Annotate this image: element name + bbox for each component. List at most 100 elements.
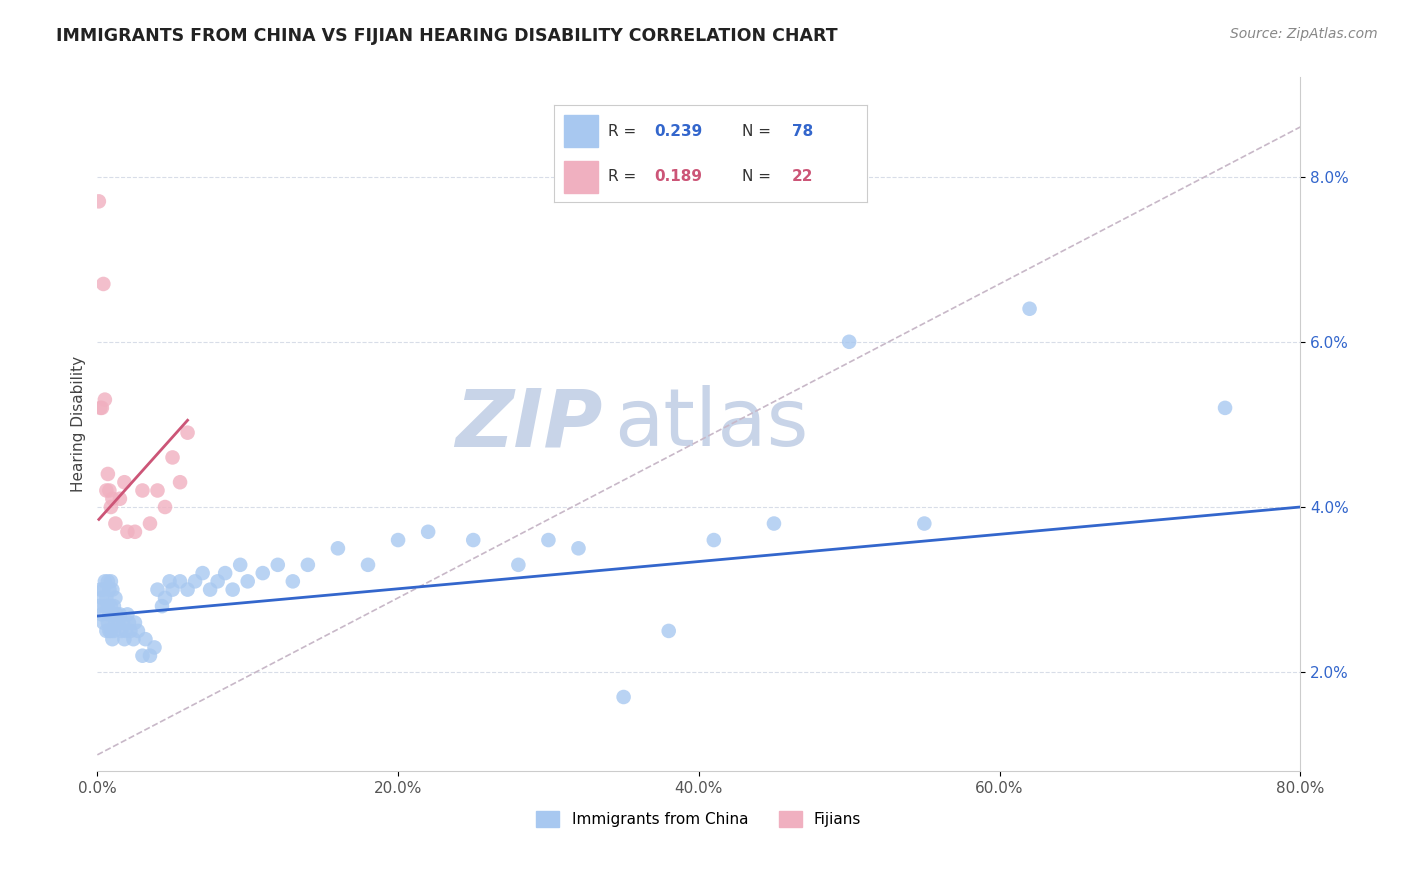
Point: [98, 607, 121, 622]
Point: [131, 648, 153, 663]
Point: [105, 607, 128, 622]
Point: [87, 599, 110, 614]
Point: [537, 533, 560, 547]
Point: [97, 615, 120, 630]
Point: [118, 615, 141, 630]
Y-axis label: Hearing Disability: Hearing Disability: [72, 356, 86, 492]
Point: [100, 599, 122, 614]
Point: [100, 574, 122, 589]
Legend: Immigrants from China, Fijians: Immigrants from China, Fijians: [530, 805, 868, 833]
Point: [90, 591, 112, 605]
Point: [229, 558, 252, 572]
Point: [112, 632, 135, 647]
Point: [184, 574, 207, 589]
Point: [191, 566, 214, 580]
Point: [103, 624, 125, 638]
Point: [267, 558, 290, 572]
Point: [139, 648, 162, 663]
Point: [162, 450, 184, 465]
Point: [143, 640, 166, 655]
Point: [131, 483, 153, 498]
Point: [1213, 401, 1236, 415]
Point: [567, 541, 589, 556]
Point: [104, 615, 127, 630]
Text: IMMIGRANTS FROM CHINA VS FIJIAN HEARING DISABILITY CORRELATION CHART: IMMIGRANTS FROM CHINA VS FIJIAN HEARING …: [56, 27, 838, 45]
Point: [658, 624, 681, 638]
Point: [104, 591, 127, 605]
Point: [120, 624, 142, 638]
Point: [134, 632, 156, 647]
Point: [912, 516, 935, 531]
Point: [115, 624, 138, 638]
Point: [508, 558, 530, 572]
Point: [762, 516, 785, 531]
Point: [94, 599, 117, 614]
Point: [90, 607, 112, 622]
Point: [124, 615, 146, 630]
Text: Source: ZipAtlas.com: Source: ZipAtlas.com: [1230, 27, 1378, 41]
Point: [97, 467, 120, 481]
Point: [117, 607, 139, 622]
Point: [221, 582, 243, 597]
Point: [613, 690, 636, 704]
Point: [104, 516, 127, 531]
Point: [94, 574, 117, 589]
Point: [281, 574, 304, 589]
Point: [101, 607, 124, 622]
Point: [297, 558, 319, 572]
Point: [89, 401, 111, 415]
Point: [703, 533, 725, 547]
Point: [96, 624, 118, 638]
Text: ZIP: ZIP: [456, 385, 603, 464]
Point: [214, 566, 236, 580]
Point: [101, 582, 124, 597]
Point: [112, 475, 135, 490]
Point: [122, 632, 145, 647]
Point: [838, 334, 860, 349]
Point: [108, 607, 131, 622]
Point: [124, 524, 146, 539]
Point: [326, 541, 349, 556]
Point: [108, 491, 131, 506]
Point: [252, 566, 274, 580]
Point: [94, 392, 117, 407]
Point: [207, 574, 229, 589]
Point: [236, 574, 259, 589]
Point: [146, 582, 169, 597]
Point: [357, 558, 380, 572]
Point: [169, 475, 191, 490]
Point: [111, 615, 134, 630]
Point: [198, 582, 221, 597]
Point: [98, 624, 121, 638]
Point: [176, 582, 198, 597]
Point: [87, 194, 110, 209]
Point: [107, 615, 129, 630]
Point: [153, 591, 176, 605]
Point: [387, 533, 409, 547]
Point: [139, 516, 162, 531]
Point: [146, 483, 169, 498]
Point: [418, 524, 440, 539]
Point: [117, 524, 139, 539]
Point: [90, 401, 112, 415]
Point: [93, 615, 115, 630]
Point: [176, 425, 198, 440]
Point: [463, 533, 485, 547]
Point: [150, 599, 173, 614]
Point: [100, 624, 122, 638]
Point: [101, 491, 124, 506]
Point: [127, 624, 149, 638]
Point: [97, 599, 120, 614]
Point: [98, 483, 121, 498]
Point: [93, 582, 115, 597]
Point: [89, 582, 111, 597]
Point: [97, 574, 120, 589]
Point: [103, 599, 125, 614]
Point: [1018, 301, 1040, 316]
Point: [169, 574, 191, 589]
Text: atlas: atlas: [614, 385, 808, 464]
Point: [98, 582, 121, 597]
Point: [153, 500, 176, 514]
Point: [110, 624, 132, 638]
Point: [101, 632, 124, 647]
